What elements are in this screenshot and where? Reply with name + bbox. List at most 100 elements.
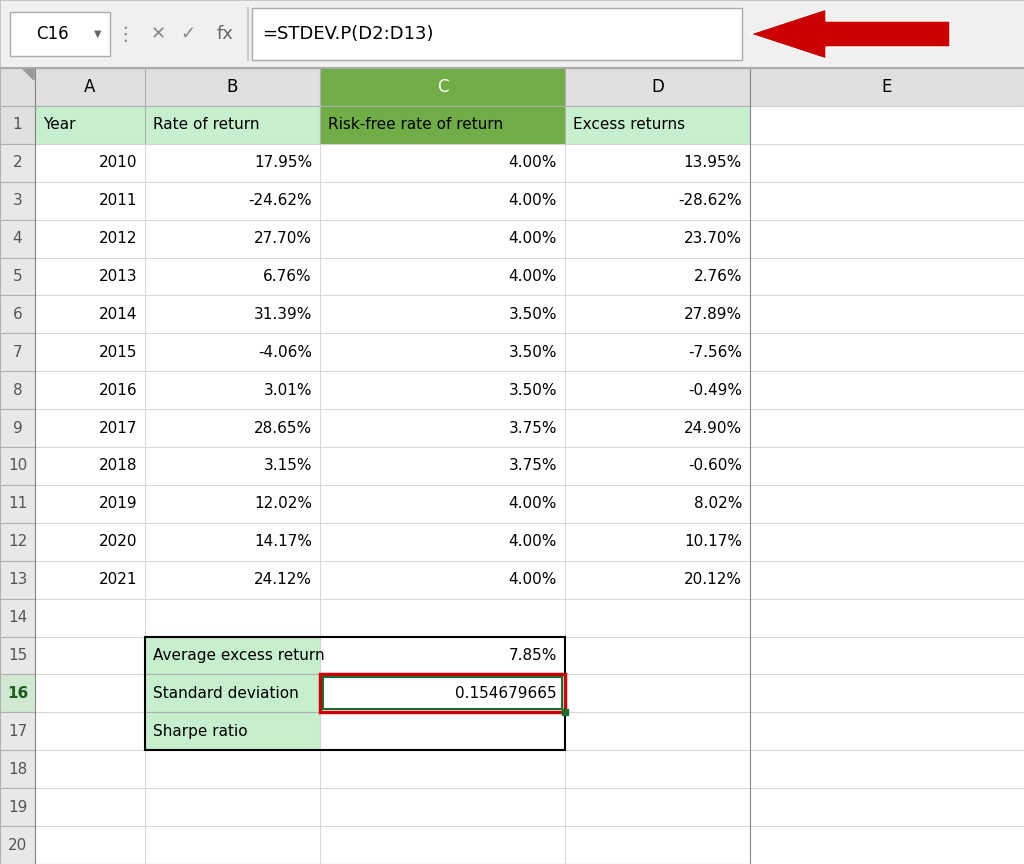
Text: 4.00%: 4.00% <box>509 497 557 511</box>
Bar <box>750 334 1024 372</box>
Bar <box>750 219 1024 257</box>
Bar <box>145 523 319 561</box>
Text: -4.06%: -4.06% <box>258 345 312 359</box>
Text: 12: 12 <box>8 534 27 550</box>
Bar <box>145 257 319 295</box>
Text: 3.50%: 3.50% <box>509 345 557 359</box>
Bar <box>0 750 35 788</box>
Text: Risk-free rate of return: Risk-free rate of return <box>328 118 503 132</box>
Bar <box>145 106 319 143</box>
Text: B: B <box>226 78 239 96</box>
Text: 2016: 2016 <box>98 383 137 397</box>
Bar <box>145 68 319 106</box>
Text: 8: 8 <box>12 383 23 397</box>
Text: 2015: 2015 <box>98 345 137 359</box>
Text: E: E <box>882 78 892 96</box>
Text: 19: 19 <box>8 800 28 815</box>
Bar <box>35 561 145 599</box>
Text: 3.01%: 3.01% <box>263 383 312 397</box>
Bar <box>0 637 35 675</box>
Bar <box>0 447 35 485</box>
Text: ✕: ✕ <box>151 25 166 43</box>
Bar <box>565 713 750 750</box>
Text: 2010: 2010 <box>98 156 137 170</box>
Bar <box>0 485 35 523</box>
Bar <box>145 599 319 637</box>
Text: 0.154679665: 0.154679665 <box>456 686 557 701</box>
Text: 28.65%: 28.65% <box>254 421 312 435</box>
Text: Year: Year <box>43 118 76 132</box>
Bar <box>35 143 145 181</box>
Text: Average excess return: Average excess return <box>153 648 325 663</box>
Text: 27.89%: 27.89% <box>684 307 742 322</box>
Text: 2017: 2017 <box>98 421 137 435</box>
Bar <box>565 523 750 561</box>
Text: 17: 17 <box>8 724 27 739</box>
Bar <box>0 295 35 334</box>
Text: A: A <box>84 78 95 96</box>
Text: 8.02%: 8.02% <box>693 497 742 511</box>
Bar <box>562 709 568 715</box>
Text: -0.49%: -0.49% <box>688 383 742 397</box>
Bar <box>565 372 750 410</box>
Bar <box>750 713 1024 750</box>
Text: 2012: 2012 <box>98 231 137 246</box>
Bar <box>0 826 35 864</box>
Text: 2: 2 <box>12 156 23 170</box>
Bar <box>0 410 35 447</box>
Bar <box>0 143 35 181</box>
Bar <box>319 523 565 561</box>
Bar <box>145 334 319 372</box>
Bar <box>0 0 1024 68</box>
Bar <box>750 637 1024 675</box>
Text: 3: 3 <box>12 194 23 208</box>
Bar <box>252 8 742 60</box>
Bar <box>319 181 565 219</box>
Bar <box>565 106 750 143</box>
Bar <box>319 826 565 864</box>
Bar <box>145 826 319 864</box>
Polygon shape <box>750 9 950 59</box>
Bar <box>565 675 750 713</box>
Bar <box>35 485 145 523</box>
Bar <box>319 561 565 599</box>
Text: 4.00%: 4.00% <box>509 231 557 246</box>
Bar <box>565 561 750 599</box>
Bar <box>35 410 145 447</box>
Text: C16: C16 <box>36 25 69 43</box>
Bar <box>750 788 1024 826</box>
Text: Rate of return: Rate of return <box>153 118 259 132</box>
Bar <box>750 826 1024 864</box>
Text: 3.50%: 3.50% <box>509 307 557 322</box>
Text: 2013: 2013 <box>98 269 137 284</box>
Bar <box>319 334 565 372</box>
Bar <box>145 713 319 750</box>
Bar <box>750 523 1024 561</box>
Text: 2021: 2021 <box>98 572 137 588</box>
Bar <box>10 12 110 56</box>
Bar <box>0 372 35 410</box>
Bar <box>145 143 319 181</box>
Bar <box>145 485 319 523</box>
Bar <box>750 372 1024 410</box>
Text: 10.17%: 10.17% <box>684 534 742 550</box>
Bar <box>35 447 145 485</box>
Bar <box>565 599 750 637</box>
Text: 4.00%: 4.00% <box>509 269 557 284</box>
Bar <box>35 106 145 143</box>
Text: -24.62%: -24.62% <box>249 194 312 208</box>
Text: 4.00%: 4.00% <box>509 534 557 550</box>
Text: 23.70%: 23.70% <box>684 231 742 246</box>
Bar <box>323 677 562 709</box>
Bar <box>145 372 319 410</box>
Bar <box>750 143 1024 181</box>
Bar <box>565 750 750 788</box>
Bar <box>319 410 565 447</box>
Bar <box>0 713 35 750</box>
Bar <box>319 675 565 713</box>
Text: 10: 10 <box>8 459 27 473</box>
Bar <box>750 257 1024 295</box>
Bar <box>35 295 145 334</box>
Text: 7: 7 <box>12 345 23 359</box>
Bar <box>319 257 565 295</box>
